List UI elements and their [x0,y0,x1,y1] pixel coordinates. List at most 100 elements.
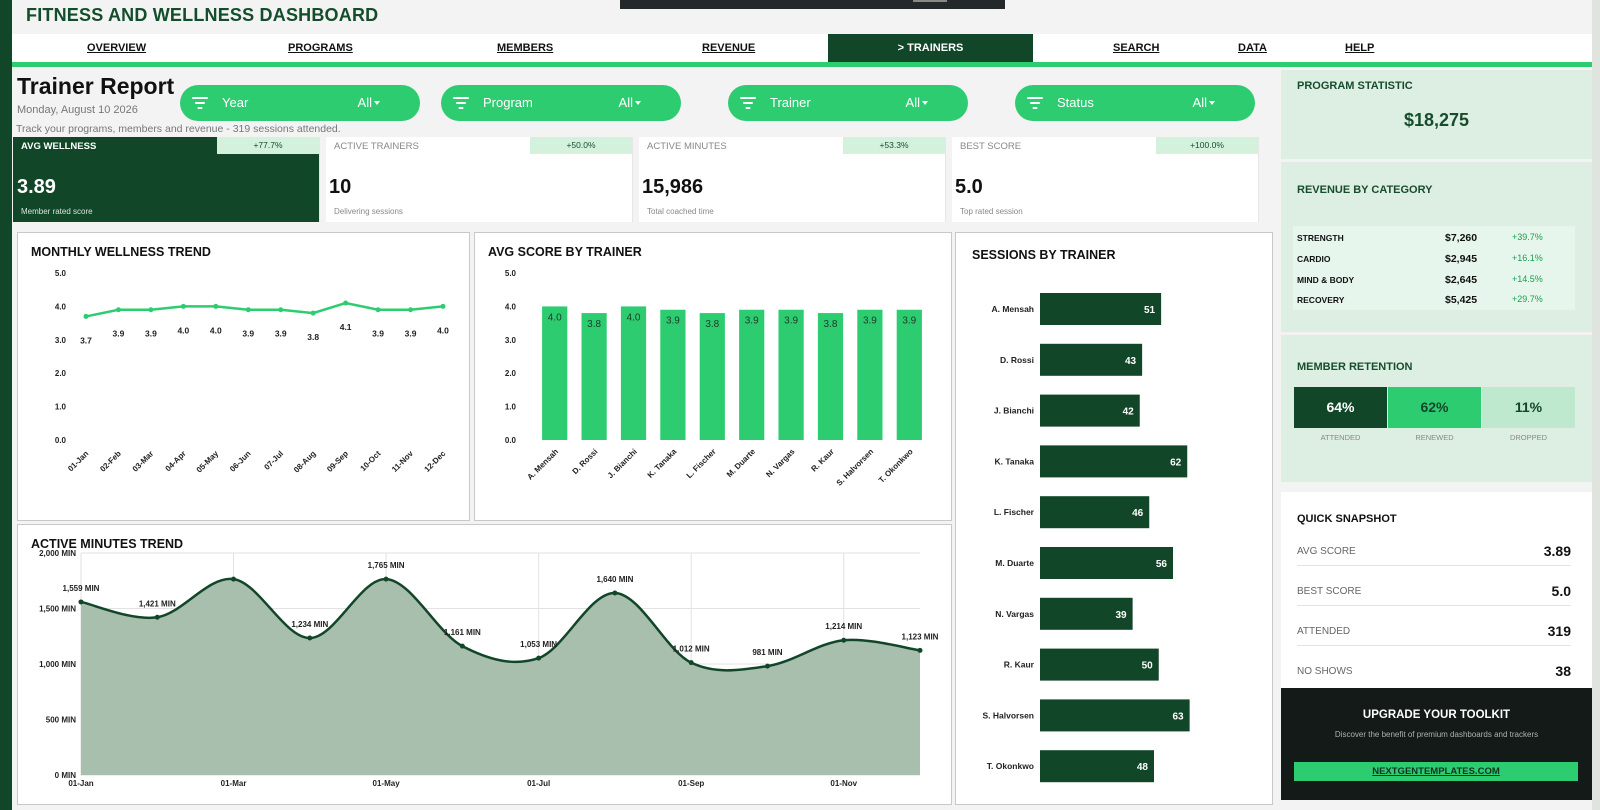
bar [699,313,725,440]
y-tick-label: 4.0 [505,302,517,311]
snapshot-value: 38 [1555,663,1571,679]
data-label: 3.9 [372,329,384,339]
nav-search[interactable]: SEARCH [1113,42,1160,54]
bar [1040,597,1133,630]
y-tick-label: 1.0 [505,403,517,412]
filter-program[interactable]: Program All [441,85,681,121]
kpi-value: 3.89 [17,176,56,198]
data-point [115,307,121,313]
x-tick-label: 05-May [195,449,221,475]
snapshot-value: 5.0 [1551,583,1571,599]
category-change: +14.5% [1512,274,1543,284]
data-point [278,307,284,313]
bar-value-label: 4.0 [548,312,562,323]
x-tick-label: T. Okonkwo [877,447,915,485]
filter-value: All [905,95,920,110]
category-name: STRENGTH [1297,233,1344,243]
category-change: +16.1% [1512,253,1543,263]
revenue-category-card: REVENUE BY CATEGORY STRENGTH $7,260 +39.… [1281,162,1592,332]
chevron-down-icon [635,101,641,105]
retention-attended-value: 64% [1294,387,1387,428]
x-tick-label: 06-Jun [228,449,253,474]
kpi-delta: +53.3% [843,137,945,154]
x-tick-label: D. Rossi [571,447,600,476]
y-tick-label: J. Bianchi [994,406,1034,416]
bar-value-label: 3.9 [745,316,759,327]
filter-status[interactable]: Status All [1015,85,1255,121]
bar [1040,648,1159,681]
data-label: 3.8 [307,332,319,342]
nav-programs[interactable]: PROGRAMS [288,42,353,54]
data-label: 1,640 MIN [596,575,633,584]
filter-icon [740,97,756,109]
snapshot-row: ATTENDED 319 [1297,617,1571,646]
upgrade-text: Discover the benefit of premium dashboar… [1334,730,1539,739]
data-point [213,303,219,309]
filter-label: Program [483,95,533,110]
kpi-active-trainers: ACTIVE TRAINERS +50.0% 10 Delivering ses… [326,137,633,222]
category-amount: $2,945 [1445,253,1478,265]
data-label: 1,123 MIN [902,632,939,641]
data-point [917,647,923,653]
snapshot-row: NO SHOWS 38 [1297,657,1571,685]
chevron-down-icon [374,101,380,105]
right-scrollbar[interactable] [1592,0,1600,810]
report-subtitle: Track your programs, members and revenue… [16,123,341,135]
bar-value-label: 3.9 [902,316,916,327]
filter-year[interactable]: Year All [180,85,420,121]
x-tick-label: 01-Jul [527,779,550,788]
y-tick-label: 0.0 [55,436,67,445]
report-date: Monday, August 10 2026 [17,104,138,116]
data-label: 3.7 [80,335,92,345]
filter-icon [453,97,469,109]
data-label: 3.9 [242,329,254,339]
nav-members[interactable]: MEMBERS [497,42,554,54]
bar [817,313,844,440]
bar [1040,445,1188,478]
x-tick-label: 07-Jul [262,449,285,472]
bar [1040,394,1140,427]
x-tick-label: 04-Apr [163,449,187,473]
filter-label: Trainer [770,95,811,110]
bar-value-label: 3.9 [863,316,877,327]
retention-label: ATTENDED [1320,433,1361,442]
bar [1040,343,1143,376]
retention-label: DROPPED [1509,433,1548,442]
bar [581,313,607,440]
data-point [408,307,414,313]
sessions-chart: A. Mensah 51 D. Rossi 43 J. Bianchi 42 K. Tana… [983,293,1190,783]
data-label: 4.1 [340,322,352,332]
nav-data[interactable]: DATA [1238,42,1267,54]
x-tick-label: S. Halvorsen [835,447,876,488]
data-point [310,310,316,316]
bar [739,309,765,440]
bar [778,309,804,440]
nav-help[interactable]: HELP [1345,42,1375,54]
program-statistic-value: $18,275 [1403,110,1470,130]
kpi-label: BEST SCORE [960,141,1022,152]
filter-icon [192,97,208,109]
y-tick-label: 0.0 [505,436,517,445]
nav-overview[interactable]: OVERVIEW [87,42,147,54]
bar-value-label: 3.9 [784,316,798,327]
chevron-down-icon [1209,101,1215,105]
data-label: 4.0 [437,325,449,335]
kpi-avg-wellness: AVG WELLNESS +77.7% 3.89 Member rated sc… [13,137,320,222]
bar-value-label: 3.8 [824,319,838,330]
active-minutes-chart: 0 MIN 500 MIN 1,000 MIN 1,500 MIN 2,000 MIN 0… [39,549,939,788]
data-point [688,660,694,666]
kpi-delta: +50.0% [530,137,632,154]
filter-trainer[interactable]: Trainer All [728,85,968,121]
nav-trainers[interactable]: > TRAINERS [828,34,1033,62]
upgrade-link-button[interactable]: NEXTGENTEMPLATES.COM [1294,762,1578,781]
y-tick-label: T. Okonkwo [987,761,1034,771]
upgrade-title: UPGRADE YOUR TOOLKIT [1362,709,1511,721]
nav-revenue[interactable]: REVENUE [702,42,756,54]
y-tick-label: M. Duarte [995,558,1034,568]
bar [620,306,647,440]
data-point [154,614,160,620]
card-label: QUICK SNAPSHOT [1297,513,1397,525]
data-point [440,303,446,309]
minutes-area [81,578,920,775]
data-label: 1,012 MIN [673,645,710,654]
